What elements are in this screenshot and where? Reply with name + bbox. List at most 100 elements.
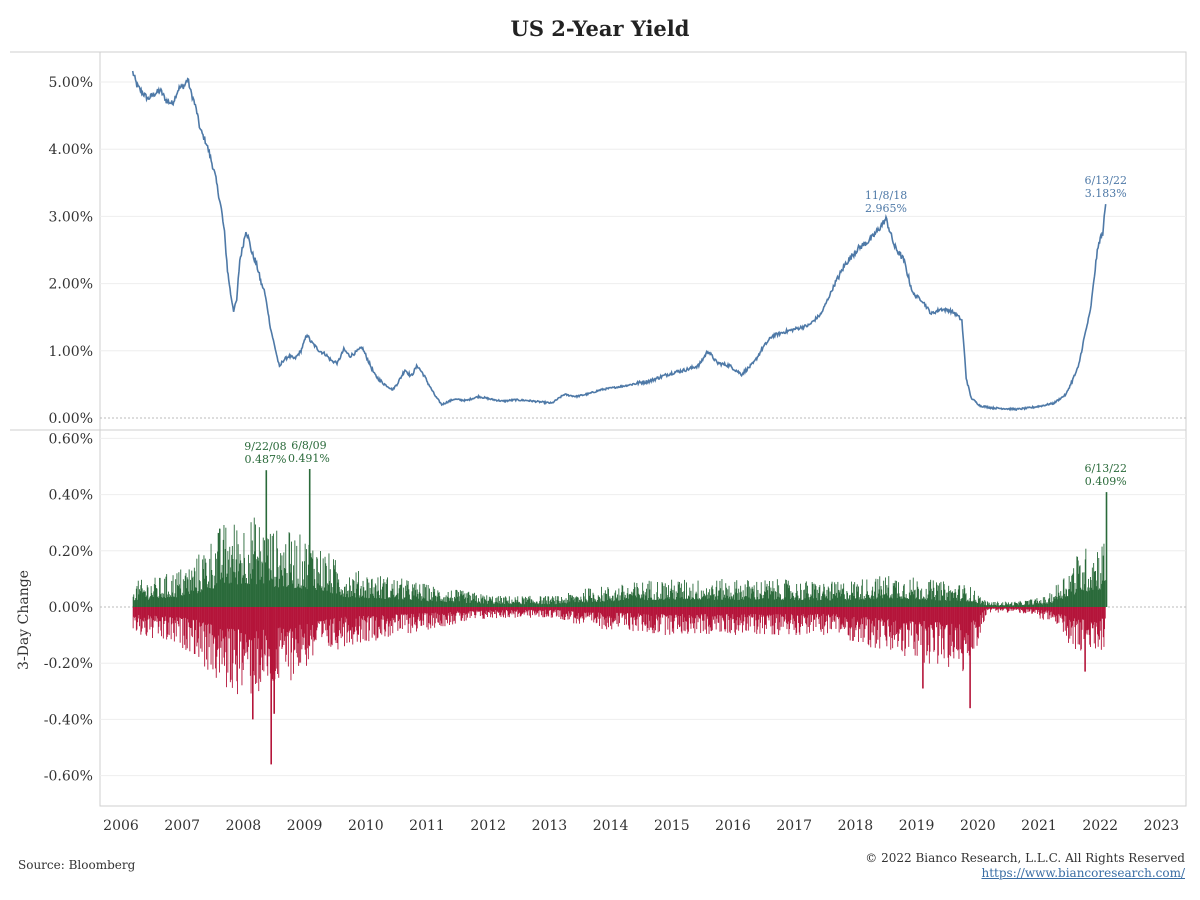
positive-change-bar [324, 556, 326, 607]
negative-change-bar [319, 607, 321, 621]
positive-change-bar [360, 588, 361, 607]
negative-change-bar [1035, 607, 1037, 610]
negative-change-bar [739, 607, 741, 626]
negative-change-bar [824, 607, 826, 626]
negative-change-bar [478, 607, 479, 612]
positive-change-bar [511, 599, 513, 607]
negative-change-bar [654, 607, 656, 625]
positive-change-bar [720, 588, 722, 607]
negative-change-bar [1092, 607, 1094, 629]
positive-change-bar [267, 555, 269, 607]
positive-change-bar [1026, 601, 1028, 607]
negative-change-bar [210, 607, 212, 665]
positive-change-bar [653, 594, 655, 607]
change-y-tick-label: 0.40% [49, 488, 93, 504]
positive-change-bar [182, 592, 184, 607]
positive-change-bar [520, 603, 522, 607]
negative-change-bar [322, 607, 323, 635]
negative-change-bar [715, 607, 717, 630]
negative-change-bar [391, 607, 392, 626]
negative-change-bar [323, 607, 325, 621]
positive-change-bar [323, 590, 325, 607]
positive-change-bar [369, 588, 371, 607]
positive-change-bar [1094, 571, 1096, 607]
negative-change-bar [617, 607, 618, 613]
negative-change-bar [758, 607, 760, 620]
positive-change-bar [287, 585, 289, 607]
website-link[interactable]: https://www.biancoresearch.com/ [981, 866, 1185, 880]
positive-change-bar [723, 597, 725, 607]
negative-change-bar [596, 607, 598, 623]
positive-change-bar [570, 594, 571, 607]
negative-change-bar [204, 607, 206, 667]
positive-change-bar [934, 600, 936, 607]
negative-change-bar [726, 607, 727, 615]
positive-change-bar [618, 588, 620, 607]
negative-change-bar [327, 607, 329, 643]
negative-change-bar [874, 607, 876, 648]
positive-change-bar [675, 591, 677, 607]
positive-change-bar [143, 590, 145, 607]
positive-change-bar [868, 594, 870, 607]
positive-change-bar [774, 599, 776, 607]
negative-change-bar [133, 607, 135, 617]
negative-change-bar [632, 607, 634, 632]
negative-change-bar [278, 607, 280, 647]
positive-change-bar [616, 597, 618, 607]
negative-change-bar [993, 607, 995, 609]
positive-change-bar [955, 592, 957, 607]
negative-change-bar [307, 607, 309, 649]
positive-change-bar [399, 585, 401, 607]
negative-change-bar [1081, 607, 1083, 630]
positive-change-bar [546, 600, 548, 607]
negative-change-bar [420, 607, 422, 626]
positive-change-bar [280, 570, 282, 607]
negative-change-bar [968, 607, 970, 651]
negative-change-bar [881, 607, 883, 619]
negative-change-bar [1069, 607, 1071, 639]
negative-change-bar [266, 607, 267, 641]
positive-change-bar [1035, 599, 1037, 607]
negative-change-bar [358, 607, 359, 635]
negative-change-bar [954, 607, 956, 631]
positive-change-bar [335, 571, 337, 607]
positive-change-bar [417, 594, 419, 607]
negative-change-bar [940, 607, 942, 630]
negative-change-bar [177, 607, 179, 625]
positive-change-bar [911, 591, 913, 607]
positive-change-bar [387, 577, 388, 607]
positive-change-bar [466, 593, 468, 607]
positive-change-bar [412, 584, 414, 607]
negative-change-bar [440, 607, 442, 627]
negative-change-bar [345, 607, 347, 619]
negative-change-bar [878, 607, 880, 621]
negative-change-bar [1088, 607, 1090, 635]
negative-change-bar [194, 607, 196, 654]
positive-change-bar [813, 583, 815, 607]
negative-change-bar [1001, 607, 1002, 610]
negative-change-bar [176, 607, 178, 618]
positive-change-bar [383, 598, 385, 607]
negative-change-bar [137, 607, 139, 623]
negative-change-bar [669, 607, 671, 616]
positive-change-bar [490, 597, 492, 607]
positive-change-bar [987, 602, 989, 607]
positive-change-bar [694, 599, 696, 607]
negative-change-bar [406, 607, 408, 620]
positive-change-bar [476, 595, 477, 607]
negative-change-bar [919, 607, 921, 625]
positive-change-bar [954, 592, 955, 607]
positive-change-bar [791, 597, 792, 607]
positive-change-bar [623, 591, 625, 607]
negative-change-bar [433, 607, 435, 614]
negative-change-bar [831, 607, 832, 630]
positive-change-bar [472, 593, 474, 607]
positive-change-bar [773, 591, 774, 607]
positive-change-bar [1100, 583, 1102, 607]
positive-change-bar [1044, 599, 1046, 607]
positive-change-bar [964, 588, 966, 607]
negative-change-bar [598, 607, 600, 619]
negative-change-bar [684, 607, 685, 618]
positive-change-bar [539, 601, 541, 607]
positive-change-bar [663, 585, 665, 607]
